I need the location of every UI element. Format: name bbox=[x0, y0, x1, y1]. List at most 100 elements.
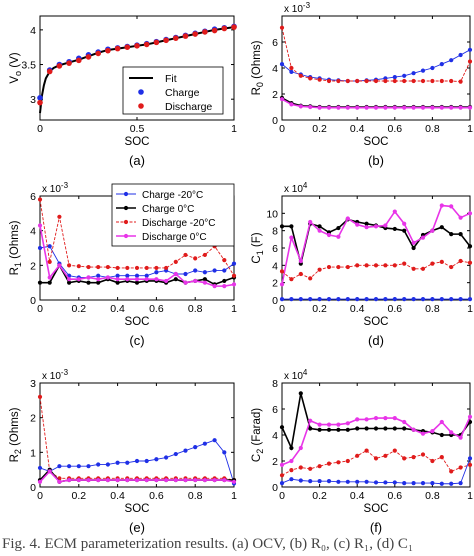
data-point bbox=[57, 464, 62, 469]
x-tick-label: 0.6 bbox=[149, 490, 164, 502]
data-point bbox=[392, 416, 397, 421]
legend-entry: Charge -20°C bbox=[142, 190, 203, 201]
data-point bbox=[411, 78, 416, 84]
data-point bbox=[449, 58, 454, 63]
data-point bbox=[134, 477, 140, 483]
series-line bbox=[281, 450, 471, 476]
data-point bbox=[298, 297, 303, 302]
panel-label: (c) bbox=[129, 333, 144, 348]
series-2 bbox=[279, 203, 473, 287]
data-point bbox=[430, 481, 435, 486]
data-point bbox=[202, 270, 207, 275]
data-point bbox=[458, 297, 463, 302]
x-axis-label: SOC bbox=[364, 503, 389, 515]
data-point bbox=[193, 278, 198, 284]
data-point bbox=[212, 268, 217, 273]
data-point bbox=[420, 481, 426, 486]
data-point bbox=[336, 479, 341, 484]
data-point bbox=[222, 258, 227, 263]
x-axis-label: SOC bbox=[364, 316, 389, 328]
legend-marker bbox=[123, 191, 129, 197]
data-point bbox=[134, 43, 140, 49]
data-point bbox=[298, 445, 303, 451]
data-point bbox=[289, 235, 294, 240]
x-tick-label: 0 bbox=[37, 303, 43, 315]
data-point bbox=[37, 280, 43, 285]
y-tick-label: 0 bbox=[272, 115, 278, 127]
panel-label: (d) bbox=[368, 333, 384, 348]
data-point bbox=[134, 265, 140, 271]
data-point bbox=[411, 240, 416, 245]
data-point bbox=[47, 469, 52, 474]
data-point bbox=[345, 78, 350, 84]
y-tick-label: 2 bbox=[272, 456, 278, 468]
y-tick-label: 4 bbox=[30, 25, 36, 37]
data-point bbox=[345, 105, 350, 110]
data-point bbox=[298, 465, 303, 470]
data-point bbox=[115, 273, 120, 278]
data-point bbox=[143, 41, 150, 48]
data-point bbox=[383, 297, 388, 302]
data-point bbox=[211, 27, 218, 34]
data-point bbox=[37, 223, 43, 228]
data-point bbox=[183, 271, 188, 277]
data-point bbox=[439, 455, 444, 460]
data-point bbox=[308, 466, 313, 471]
data-point bbox=[439, 78, 444, 84]
data-point bbox=[192, 31, 198, 37]
data-point bbox=[154, 457, 159, 462]
chart-panel-6: 0 0.2 0.4 0.6 0.8 1 0 2 4 6 8 x 104 SOC C2 (Farad) (f) bbox=[251, 368, 473, 535]
data-point bbox=[326, 422, 332, 427]
data-point bbox=[144, 458, 149, 464]
data-point bbox=[56, 63, 63, 69]
data-point bbox=[105, 477, 110, 483]
data-point bbox=[458, 481, 463, 486]
axis-scale-note: x 104 bbox=[284, 181, 308, 195]
x-tick-label: 0.6 bbox=[387, 490, 402, 502]
legend-entry: Discharge bbox=[165, 101, 212, 113]
y-tick-label: 4 bbox=[30, 226, 36, 238]
y-tick-label: 3 bbox=[30, 378, 36, 390]
y-axis-label: Vo (V) bbox=[9, 52, 23, 83]
data-point bbox=[355, 426, 360, 431]
data-point bbox=[430, 228, 435, 233]
data-point bbox=[364, 105, 369, 110]
data-point bbox=[289, 477, 294, 482]
data-point bbox=[37, 394, 43, 399]
data-point bbox=[134, 458, 140, 464]
data-point bbox=[125, 277, 130, 282]
legend-entry: Charge bbox=[165, 87, 200, 99]
data-point bbox=[164, 265, 169, 271]
data-point bbox=[467, 414, 473, 419]
data-point bbox=[458, 105, 463, 110]
data-point bbox=[439, 225, 444, 230]
data-point bbox=[289, 297, 294, 302]
series-2 bbox=[37, 394, 237, 483]
data-point bbox=[439, 203, 444, 208]
data-point bbox=[345, 479, 350, 484]
data-point bbox=[420, 105, 426, 110]
data-point bbox=[308, 418, 313, 423]
data-point bbox=[383, 105, 388, 110]
axis-scale-note: x 10-3 bbox=[42, 181, 69, 195]
data-point bbox=[193, 256, 198, 261]
data-point bbox=[392, 226, 397, 232]
data-point bbox=[105, 47, 111, 54]
data-point bbox=[182, 33, 189, 39]
y-tick-label: 0 bbox=[30, 482, 36, 494]
data-point bbox=[449, 264, 454, 270]
chart-panel-2: 0 0.2 0.4 0.6 0.8 1 0 2 4 6 x 10-3 SOC R0 (Ohms) (b) bbox=[251, 1, 473, 168]
panel-label: (e) bbox=[129, 520, 145, 535]
data-point bbox=[373, 426, 379, 431]
x-tick-label: 0.8 bbox=[425, 123, 440, 135]
x-tick-label: 0.5 bbox=[130, 123, 145, 135]
data-point bbox=[345, 458, 350, 464]
data-point bbox=[115, 277, 120, 282]
data-point bbox=[467, 244, 473, 249]
data-point bbox=[402, 261, 407, 266]
x-tick-label: 0 bbox=[37, 123, 43, 135]
data-point bbox=[154, 265, 159, 271]
data-point bbox=[173, 477, 178, 483]
data-point bbox=[411, 245, 416, 251]
